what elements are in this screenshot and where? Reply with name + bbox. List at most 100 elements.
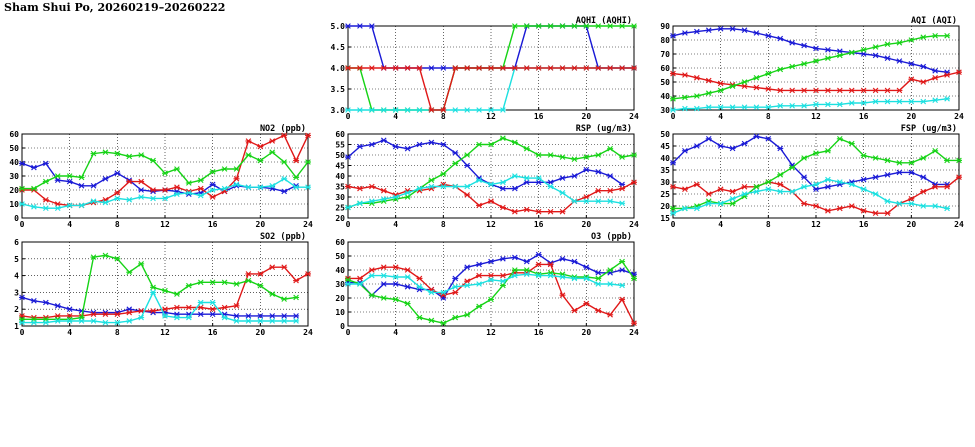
- data-point: [380, 196, 387, 202]
- data-point: [932, 68, 939, 74]
- data-point: [356, 65, 363, 71]
- data-point: [741, 184, 748, 190]
- data-point: [523, 65, 530, 71]
- data-point: [511, 208, 518, 215]
- data-point: [368, 23, 375, 29]
- data-point: [896, 40, 903, 46]
- data-point: [908, 61, 915, 67]
- data-point: [404, 267, 411, 273]
- data-point: [729, 200, 736, 207]
- data-point: [547, 261, 554, 268]
- y-tick-label: 50: [335, 252, 345, 261]
- data-point: [547, 179, 554, 186]
- data-point: [245, 318, 252, 324]
- data-point: [185, 180, 192, 186]
- data-point: [114, 256, 121, 262]
- y-tick-label: 25: [660, 190, 670, 199]
- data-point: [404, 107, 411, 113]
- data-point: [368, 272, 375, 279]
- data-point: [789, 63, 796, 70]
- data-point: [404, 145, 411, 152]
- data-point: [848, 49, 855, 56]
- y-tick-label: 5: [14, 255, 19, 264]
- data-point: [416, 185, 423, 192]
- data-point: [705, 104, 712, 110]
- data-point: [416, 284, 423, 290]
- data-point: [114, 170, 121, 176]
- data-point: [209, 169, 216, 175]
- data-point: [293, 313, 300, 319]
- data-point: [233, 166, 240, 172]
- data-point: [789, 87, 796, 94]
- data-point: [392, 281, 399, 287]
- data-point: [872, 87, 879, 94]
- data-point: [547, 152, 554, 158]
- y-tick-label: 60: [660, 64, 670, 73]
- data-point: [693, 181, 700, 188]
- data-point: [416, 107, 423, 113]
- data-point: [245, 277, 252, 284]
- data-point: [619, 267, 626, 273]
- data-point: [404, 194, 411, 200]
- data-point: [884, 198, 891, 204]
- data-point: [209, 306, 216, 312]
- data-point: [380, 264, 387, 270]
- data-point: [150, 195, 157, 202]
- data-point: [368, 65, 375, 71]
- x-tick-label: 4: [393, 220, 398, 229]
- data-point: [185, 190, 192, 196]
- x-tick-label: 16: [208, 328, 218, 337]
- data-point: [705, 77, 712, 84]
- data-point: [824, 208, 831, 214]
- y-tick-label: 4.0: [331, 64, 346, 73]
- data-point: [595, 169, 602, 175]
- data-point: [345, 281, 351, 287]
- data-point: [571, 307, 578, 314]
- x-tick-label: 20: [582, 328, 592, 337]
- data-point: [42, 197, 49, 203]
- data-point: [559, 274, 566, 280]
- data-point: [221, 166, 228, 172]
- y-tick-label: 40: [660, 154, 670, 163]
- data-point: [54, 173, 61, 179]
- data-point: [245, 138, 252, 144]
- data-point: [884, 87, 891, 94]
- x-tick-label: 12: [160, 220, 170, 229]
- data-point: [801, 61, 808, 67]
- y-tick-label: 25: [335, 204, 345, 213]
- data-point: [511, 65, 518, 71]
- data-point: [90, 150, 97, 157]
- data-point: [670, 205, 676, 212]
- data-point: [54, 201, 61, 207]
- data-point: [920, 34, 927, 40]
- data-point: [257, 157, 264, 164]
- data-point: [705, 27, 712, 33]
- data-point: [920, 98, 927, 105]
- data-point: [440, 65, 447, 71]
- data-point: [42, 205, 49, 211]
- x-tick-label: 0: [20, 220, 25, 229]
- data-point: [860, 186, 867, 192]
- data-point: [956, 69, 962, 75]
- data-point: [920, 203, 927, 209]
- x-tick-label: 12: [486, 220, 496, 229]
- data-point: [173, 166, 180, 172]
- data-point: [102, 319, 109, 326]
- x-tick-label: 20: [907, 112, 917, 121]
- x-tick-label: 0: [20, 328, 25, 337]
- data-point: [428, 65, 435, 71]
- data-point: [428, 177, 435, 183]
- data-point: [884, 41, 891, 47]
- data-point: [30, 298, 37, 304]
- data-point: [281, 318, 288, 324]
- data-point: [705, 200, 712, 207]
- data-point: [559, 256, 566, 262]
- x-tick-label: 0: [346, 220, 351, 229]
- data-point: [670, 210, 676, 216]
- data-point: [452, 314, 459, 321]
- x-tick-label: 12: [486, 112, 496, 121]
- data-point: [765, 104, 772, 110]
- x-tick-label: 16: [534, 220, 544, 229]
- x-tick-label: 16: [859, 112, 869, 121]
